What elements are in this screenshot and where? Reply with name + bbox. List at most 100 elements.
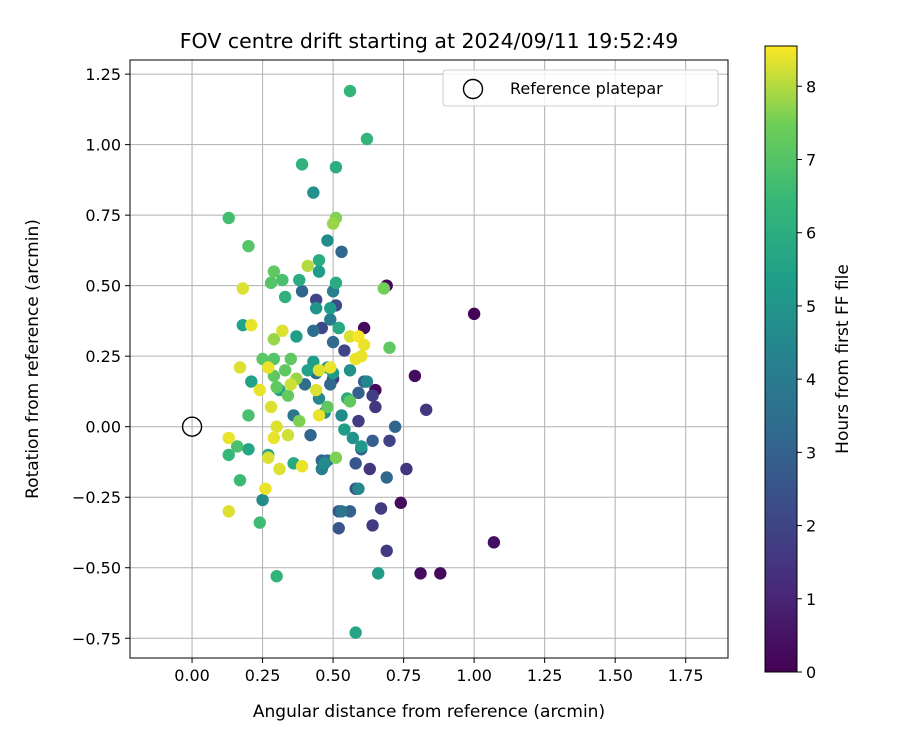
data-point [467,307,481,321]
colorbar-label: Hours from first FF file [833,264,853,454]
data-point [276,324,289,337]
data-point [290,330,303,343]
data-point [233,474,247,487]
data-point [284,352,297,366]
chart-title: FOV centre drift starting at 2024/09/11 … [180,29,679,53]
data-point [329,276,343,290]
colorbar-tick-label: 1 [806,590,816,609]
data-point [295,158,309,171]
x-tick-label: 1.75 [668,666,704,685]
data-point [374,502,388,515]
grid-lines [130,60,728,658]
data-point [321,400,334,414]
data-point [301,259,314,273]
data-point [222,211,235,225]
data-point [242,409,255,422]
data-point [349,352,362,366]
data-point [222,448,235,462]
data-point [332,321,345,335]
data-point [242,443,255,456]
data-point [284,378,297,391]
y-tick-label: 0.25 [85,347,121,366]
data-point [324,313,337,326]
data-point [329,160,343,174]
colorbar: 0 1 2 3 4 5 6 7 8 Hours from first FF file [764,45,853,682]
y-tick-label: 0.75 [85,206,121,225]
data-point [352,482,365,495]
x-axis-label: Angular distance from reference (arcmin) [253,702,605,722]
data-point [264,400,278,414]
x-axis-ticks: 0.00 0.25 0.50 0.75 1.00 1.25 1.50 1.75 [174,658,704,685]
legend-marker-icon [462,78,484,100]
data-point [383,434,396,448]
y-tick-label: 1.25 [85,65,121,84]
legend: Reference platepar [442,69,719,107]
data-point [295,459,309,473]
data-point [312,364,326,377]
colorbar-tick-label: 8 [806,77,816,96]
data-point [230,440,244,453]
data-point [434,567,447,580]
legend-box [442,69,719,107]
data-point [233,361,247,374]
data-point [304,428,317,442]
data-point [270,381,283,394]
data-point [369,400,382,414]
data-point [245,318,258,332]
data-point [360,132,374,146]
data-point [278,364,292,377]
data-point [349,626,362,639]
y-axis-label: Rotation from reference (arcmin) [23,219,43,499]
data-point [388,420,402,433]
data-point [338,344,351,357]
data-point [324,302,337,315]
data-point [256,493,269,507]
data-point [270,420,283,433]
data-point [293,414,306,428]
data-point [357,338,371,352]
data-point [236,282,250,295]
data-point [262,451,275,464]
y-tick-label: −0.50 [72,559,121,578]
data-point [278,290,292,304]
data-point [366,519,379,532]
data-point [372,567,385,580]
data-point [295,285,309,298]
data-point [363,462,376,476]
legend-label: Reference platepar [510,79,663,98]
x-tick-label: 1.00 [456,666,492,685]
colorbar-bar [764,45,798,673]
data-point [267,265,281,278]
data-point [326,217,340,230]
data-point [222,505,235,518]
data-point [321,234,334,247]
data-point [301,364,314,377]
data-point [318,457,331,470]
data-point [273,462,286,476]
y-tick-label: 0.00 [85,418,121,437]
y-tick-label: −0.75 [72,629,121,648]
x-tick-label: 0.50 [315,666,351,685]
data-point [408,369,422,383]
data-point [332,522,345,535]
data-point [487,536,501,549]
data-point [253,383,266,397]
data-point [267,431,281,445]
data-point [329,451,343,464]
data-point [324,378,337,391]
data-point [324,361,337,374]
data-point [394,496,407,510]
data-point [335,245,348,259]
x-tick-label: 1.50 [597,666,633,685]
data-point [264,276,278,290]
data-point [366,434,379,448]
x-tick-label: 1.25 [527,666,563,685]
data-point [343,395,357,408]
data-point [309,383,323,397]
data-point [400,462,413,476]
data-point [242,239,255,253]
data-point [366,389,379,402]
colorbar-tick-label: 6 [806,224,816,243]
x-tick-label: 0.25 [245,666,281,685]
